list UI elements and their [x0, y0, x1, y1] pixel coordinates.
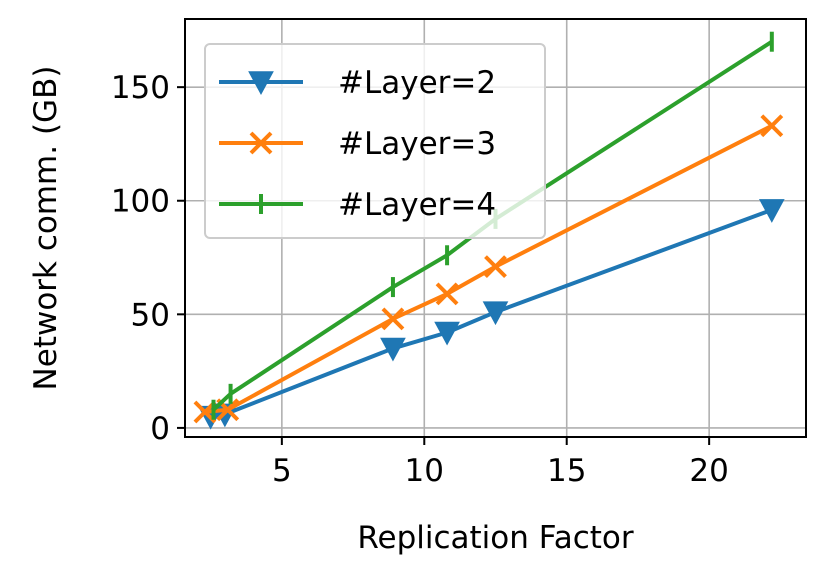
legend-entry: #Layer=2	[219, 65, 496, 101]
y-tick-label: 150	[111, 70, 170, 106]
data-point	[482, 301, 509, 326]
data-point	[484, 255, 507, 279]
legend-box	[204, 43, 546, 239]
legend-entry: #Layer=4	[219, 187, 496, 223]
series-line	[204, 123, 773, 415]
legend-label: #Layer=2	[338, 65, 496, 101]
data-point	[760, 114, 784, 138]
data-point	[435, 282, 459, 306]
x-axis-label: Replication Factor	[357, 520, 634, 556]
y-tick-label: 100	[111, 184, 170, 220]
x-tick-label: 5	[272, 453, 292, 489]
x-tick-label: 15	[547, 453, 586, 489]
legend-marker	[249, 131, 273, 155]
y-axis-label: Network comm. (GB)	[28, 66, 64, 391]
data-point	[380, 337, 406, 362]
x-tick-label: 10	[405, 453, 444, 489]
data-point	[381, 307, 405, 331]
legend-marker	[248, 71, 274, 96]
data-point	[434, 321, 460, 346]
plot-frame	[184, 18, 807, 438]
legend-label: #Layer=3	[338, 126, 496, 162]
y-tick-label: 0	[150, 411, 170, 447]
data-point	[758, 199, 785, 223]
legend-label: #Layer=4	[338, 187, 496, 223]
x-tick-label: 20	[689, 453, 728, 489]
axis-ticks: 5 10 15 20 0 50 100 150	[111, 70, 729, 489]
legend-entry: #Layer=3	[219, 126, 496, 162]
y-tick-label: 50	[131, 297, 170, 333]
legend: #Layer=2 #Layer=3 #Layer=4	[204, 43, 546, 239]
